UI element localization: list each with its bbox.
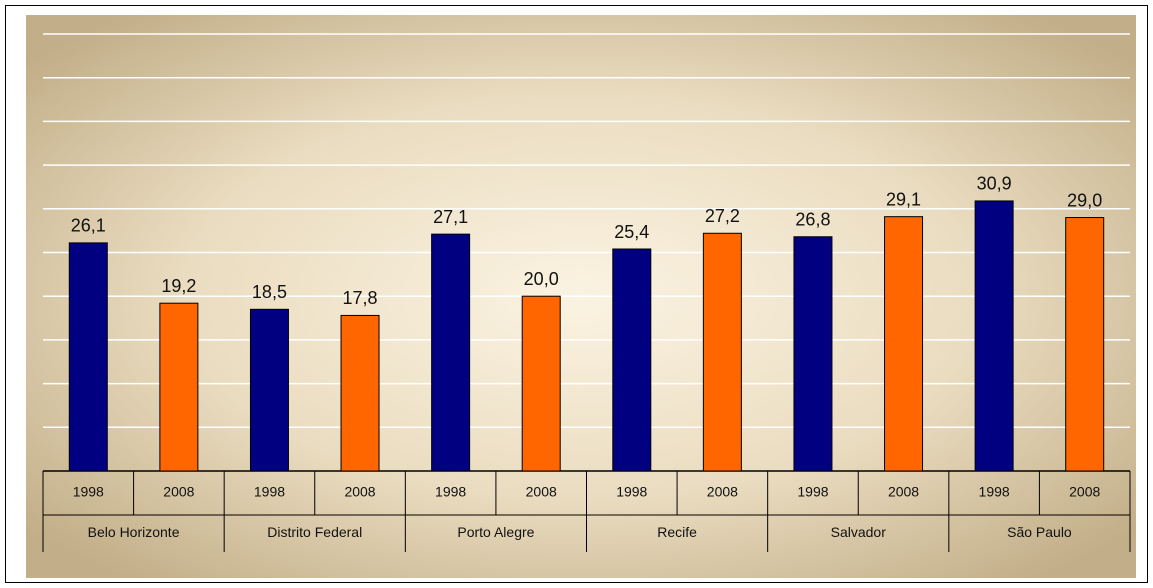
bar [1065,217,1105,472]
bar [431,233,471,472]
series-label: 1998 [616,484,647,500]
series-label: 1998 [254,484,285,500]
category-label: Belo Horizonte [88,524,180,540]
series-label: 2008 [526,484,557,500]
series-label: 2008 [888,484,919,500]
series-label: 2008 [1069,484,1100,500]
value-label: 29,1 [886,189,921,209]
category-label: Distrito Federal [267,524,362,540]
value-label: 25,4 [614,222,649,242]
series-label: 1998 [73,484,104,500]
series-label: 1998 [797,484,828,500]
bar [974,200,1014,472]
value-label: 30,9 [977,174,1012,194]
series-label: 2008 [163,484,194,500]
value-label: 26,8 [795,210,830,230]
bar [340,314,380,472]
value-label: 19,2 [161,276,196,296]
bar [159,302,199,472]
series-label: 2008 [344,484,375,500]
bar [612,248,652,472]
bar [521,295,561,472]
series-label: 1998 [435,484,466,500]
category-label: Recife [657,524,697,540]
value-label: 29,0 [1067,190,1102,210]
bar [249,308,289,472]
bar [884,216,924,472]
category-label: Salvador [831,524,887,540]
series-label: 2008 [707,484,738,500]
category-label: São Paulo [1007,524,1072,540]
bar [793,236,833,472]
value-label: 26,1 [71,216,106,236]
value-label: 27,2 [705,206,740,226]
category-label: Porto Alegre [457,524,534,540]
bar [68,242,108,472]
value-label: 17,8 [343,288,378,308]
value-label: 20,0 [524,269,559,289]
bar [702,232,742,472]
value-label: 27,1 [433,207,468,227]
value-label: 18,5 [252,282,287,302]
series-label: 1998 [979,484,1010,500]
